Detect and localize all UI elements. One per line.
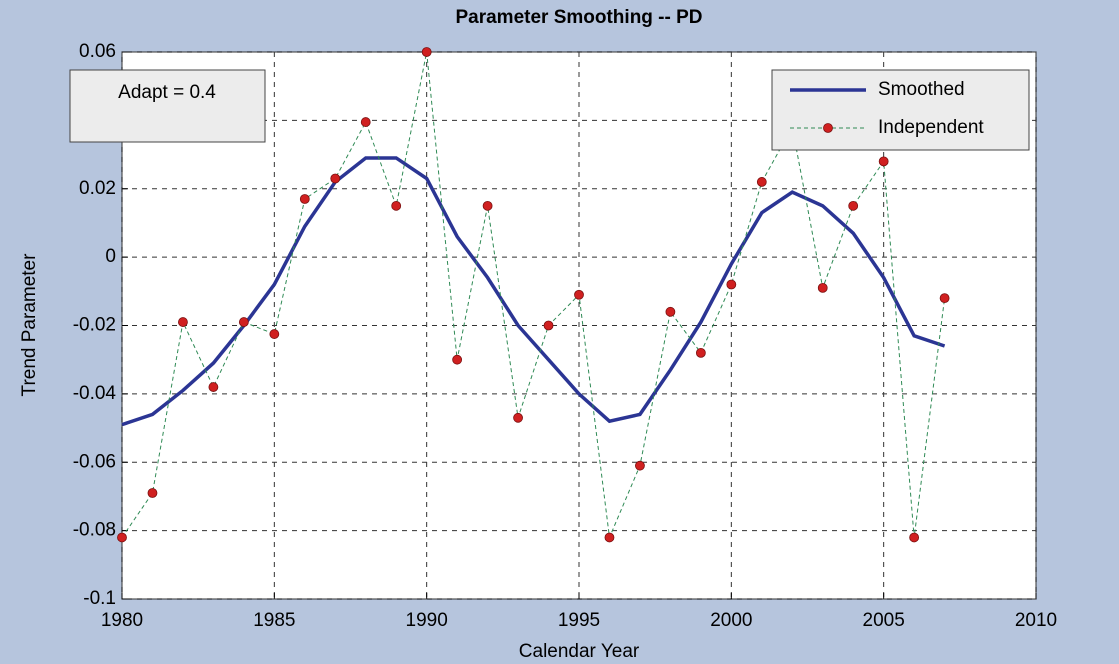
point — [269, 329, 280, 339]
x-tick-label: 1980 — [101, 610, 143, 631]
grid — [121, 51, 1037, 600]
point — [452, 354, 463, 365]
point — [391, 200, 402, 211]
point — [513, 412, 523, 423]
x-axis-label: Calendar Year — [519, 641, 640, 662]
y-tick-label: 0 — [105, 246, 116, 267]
chart-title: Parameter Smoothing -- PD — [455, 7, 702, 28]
point — [360, 117, 371, 127]
point — [330, 173, 341, 184]
point — [939, 293, 950, 304]
point — [147, 488, 158, 498]
point — [238, 317, 249, 327]
x-tick-label: 1990 — [406, 610, 448, 631]
point — [421, 47, 432, 57]
overlay: Adapt = 0.4 Smoothed Independent — [69, 69, 1030, 151]
point — [482, 200, 493, 211]
legend-marker — [823, 123, 833, 133]
point — [178, 317, 188, 327]
x-tick-label: 1995 — [558, 610, 600, 631]
point — [848, 200, 859, 211]
point — [574, 289, 584, 300]
series-line — [121, 51, 946, 540]
point — [878, 156, 889, 167]
y-tick-label: -0.08 — [73, 520, 116, 541]
point — [665, 306, 676, 317]
y-tick-label: 0.06 — [79, 41, 116, 62]
point — [695, 347, 706, 358]
x-tick-label: 2010 — [1015, 610, 1057, 631]
point — [756, 177, 767, 187]
y-tick-label: -0.06 — [73, 451, 116, 472]
point — [117, 532, 127, 543]
annotation: Adapt = 0.4 — [118, 82, 216, 103]
legend-box — [771, 69, 1030, 151]
annotation-box — [69, 69, 266, 143]
x-tick-label: 1985 — [253, 610, 295, 631]
legend-label: Independent — [878, 117, 984, 138]
x-tick-label: 2000 — [710, 610, 752, 631]
point — [299, 194, 310, 204]
series-line — [121, 156, 946, 427]
y-tick-label: -0.1 — [83, 588, 116, 609]
point — [604, 532, 615, 543]
point — [208, 382, 219, 392]
point — [635, 460, 645, 471]
point — [543, 320, 554, 331]
y-tick-label: 0.02 — [79, 178, 116, 199]
point — [726, 279, 737, 290]
point — [817, 282, 828, 293]
y-tick-label: -0.02 — [73, 315, 116, 336]
legend-label: Smoothed — [878, 79, 965, 100]
y-axis-label: Trend Parameter — [19, 253, 40, 397]
y-tick-label: -0.04 — [73, 383, 117, 404]
point — [909, 532, 920, 543]
x-tick-label: 2005 — [863, 610, 905, 631]
